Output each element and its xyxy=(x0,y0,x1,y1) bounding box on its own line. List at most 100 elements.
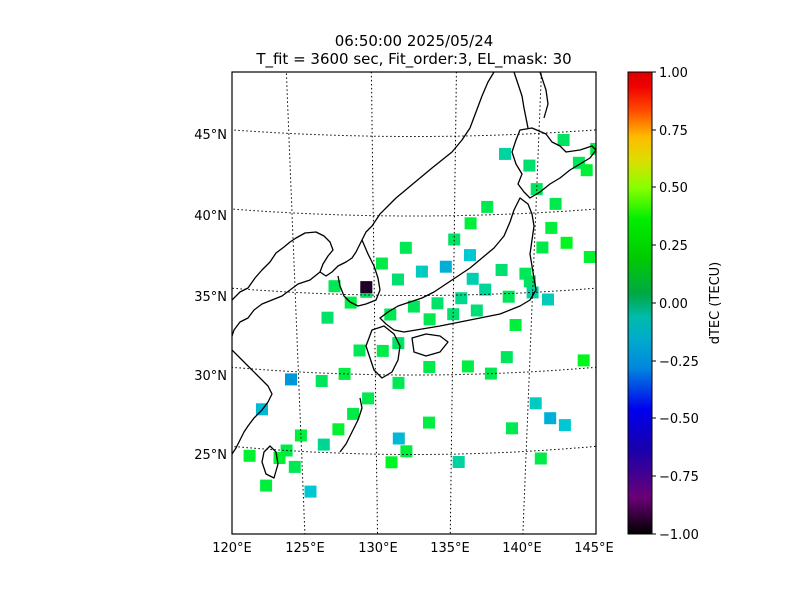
dtec-point xyxy=(542,293,554,306)
dtec-point xyxy=(499,147,511,160)
dtec-point xyxy=(464,217,477,230)
coastline-sakhalin xyxy=(513,72,529,129)
map-panel xyxy=(231,71,624,535)
dtec-point xyxy=(544,412,557,425)
graticule-line xyxy=(449,72,457,534)
y-tick-label: 40°N xyxy=(194,209,227,224)
dtec-point xyxy=(273,452,286,464)
dtec-point xyxy=(332,423,345,436)
dtec-point xyxy=(461,360,474,373)
graticule-line xyxy=(522,72,542,534)
x-tick-label: 135°E xyxy=(430,541,470,556)
y-tick-label: 45°N xyxy=(194,128,227,143)
dtec-point xyxy=(484,367,497,380)
graticule-line xyxy=(232,208,596,217)
graticule xyxy=(232,72,596,534)
x-tick-label: 125°E xyxy=(285,541,325,556)
dtec-point xyxy=(560,236,573,249)
colorbar-tick-label: 0.00 xyxy=(659,297,688,312)
dtec-point xyxy=(431,297,444,310)
colorbar-tick-label: −0.25 xyxy=(659,355,699,370)
dtec-point xyxy=(470,304,483,317)
dtec-point xyxy=(317,438,330,451)
dtec-point xyxy=(506,422,518,435)
colorbar-tick-label: −0.75 xyxy=(659,470,699,485)
dtec-point xyxy=(392,273,404,286)
dtec-point xyxy=(455,292,468,305)
coastline-china-east xyxy=(232,271,321,337)
dtec-point xyxy=(285,373,297,386)
dtec-point xyxy=(448,233,461,246)
dtec-point xyxy=(328,280,341,293)
dtec-point xyxy=(466,272,479,285)
coastline-china-korea xyxy=(232,72,495,301)
dtec-point xyxy=(599,131,611,143)
dtec-point xyxy=(509,319,522,331)
dtec-point xyxy=(536,241,549,254)
dtec-point xyxy=(523,159,536,172)
dtec-point xyxy=(375,257,388,270)
dtec-point xyxy=(534,452,547,465)
dtec-point xyxy=(447,308,460,321)
dtec-point xyxy=(353,344,366,357)
dtec-point xyxy=(415,265,428,278)
coastline-ryukyu xyxy=(339,397,363,453)
dtec-point xyxy=(385,456,398,469)
dtec-point xyxy=(423,361,436,373)
dtec-point xyxy=(376,344,389,357)
x-tick-label: 140°E xyxy=(502,541,542,556)
dtec-point xyxy=(481,200,494,213)
coastline-korea-south xyxy=(337,239,381,307)
colorbar-label: dTEC (TECU) xyxy=(708,262,723,345)
dtec-point xyxy=(580,164,593,177)
y-tick-labels: 25°N 30°N 35°N 40°N 45°N xyxy=(194,128,227,463)
dtec-point xyxy=(529,397,542,410)
coastline-shikoku xyxy=(411,333,449,357)
dtec-point xyxy=(612,194,624,206)
y-tick-label: 25°N xyxy=(194,448,227,463)
dtec-point xyxy=(557,134,570,146)
dtec-point xyxy=(260,479,273,492)
dtec-point xyxy=(347,407,360,420)
x-tick-labels: 120°E 125°E 130°E 135°E 140°E 145°E xyxy=(212,541,614,556)
graticule-line xyxy=(285,72,306,534)
colorbar-tick-label: −0.50 xyxy=(659,412,699,427)
dtec-point xyxy=(439,260,452,273)
dtec-point xyxy=(495,264,508,276)
dtec-point xyxy=(288,460,301,473)
coastline-kyushu xyxy=(365,325,401,379)
x-tick-label: 145°E xyxy=(574,541,614,556)
colorbar-tick-label: −1.00 xyxy=(659,528,699,543)
coastline-hokkaido xyxy=(511,127,596,199)
dtec-point xyxy=(400,445,413,458)
dtec-point xyxy=(407,300,420,313)
dtec-point xyxy=(545,221,558,234)
colorbar-ticks xyxy=(652,71,656,535)
coastline-china-south xyxy=(232,349,273,455)
dtec-point xyxy=(384,308,397,321)
dtec-point xyxy=(399,241,412,254)
coastline-honshu xyxy=(379,197,537,333)
colorbar-tick-labels: 1.00 0.75 0.50 0.25 0.00 −0.25 −0.50 −0.… xyxy=(659,66,699,543)
map-frame xyxy=(231,71,597,535)
dtec-point xyxy=(502,290,515,303)
coastline-taiwan xyxy=(261,445,279,479)
graticule-line xyxy=(232,129,596,137)
dtec-point xyxy=(423,416,435,429)
colorbar-gradient xyxy=(627,71,653,535)
chart-title: 06:50:00 2025/05/24 xyxy=(335,32,494,50)
dtec-point xyxy=(583,251,596,263)
dtec-point xyxy=(452,456,465,468)
graticule-line xyxy=(370,72,379,534)
dtec-point xyxy=(590,142,596,155)
dtec-point xyxy=(243,449,256,462)
x-tick-label: 130°E xyxy=(358,541,398,556)
chart-subtitle: T_fit = 3600 sec, Fit_order:3, EL_mask: … xyxy=(255,50,571,69)
dtec-point xyxy=(315,375,328,387)
colorbar-tick-label: 0.50 xyxy=(659,181,688,196)
dtec-point xyxy=(392,376,405,389)
x-tick-label: 120°E xyxy=(212,541,252,556)
dtec-point xyxy=(392,432,405,445)
dtec-point xyxy=(294,429,307,442)
